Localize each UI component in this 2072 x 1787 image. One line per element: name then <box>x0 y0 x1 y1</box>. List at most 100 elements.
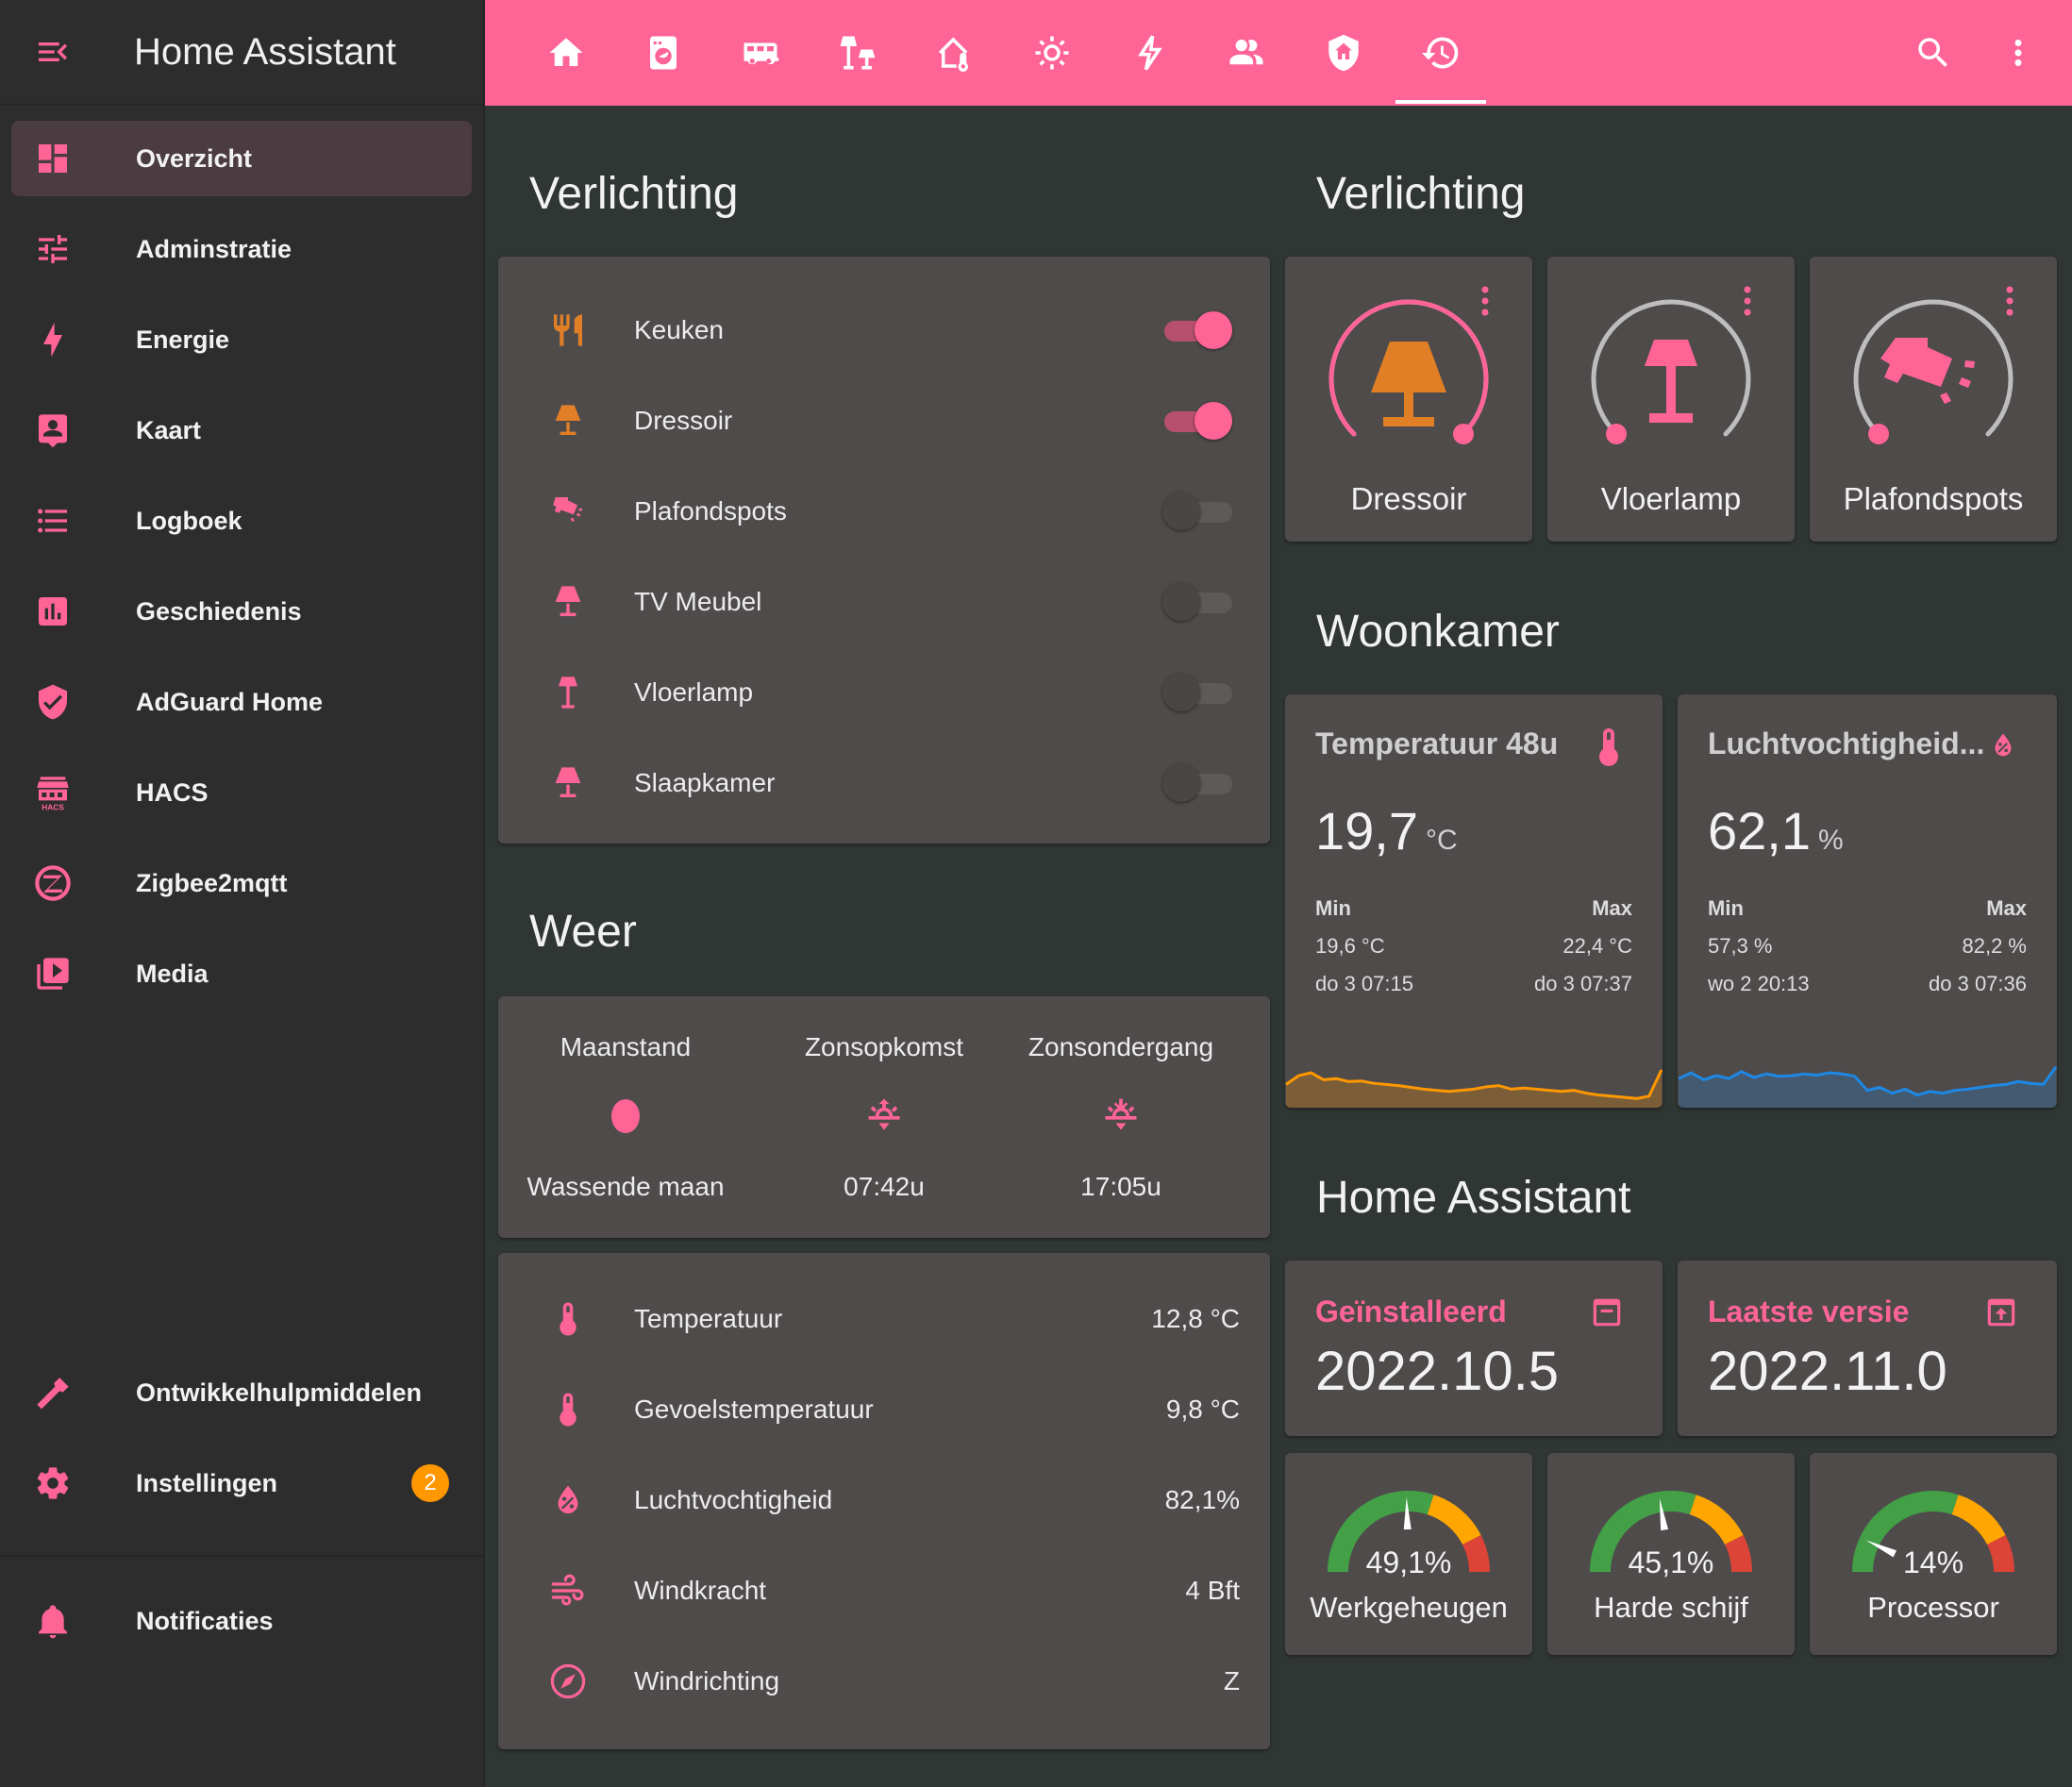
brightness-slider[interactable] <box>1285 257 1532 474</box>
more-info-button[interactable] <box>1742 285 1753 317</box>
tab-people[interactable] <box>1204 0 1289 106</box>
play-box-icon <box>37 958 69 990</box>
min-value: 19,6 °C <box>1315 934 1385 958</box>
sidebar-item-label: Logboek <box>136 506 242 535</box>
temperatuur-sparkline <box>1285 1069 1663 1108</box>
light-toggle[interactable] <box>1162 764 1232 802</box>
gauge-card-2[interactable]: 14% Processor <box>1810 1453 2057 1655</box>
hacs-icon: HACS <box>37 777 69 811</box>
light-toggle[interactable] <box>1162 583 1232 621</box>
silverware-icon <box>554 314 582 346</box>
dots-vertical-icon <box>2014 40 2022 66</box>
brightness-slider[interactable] <box>1810 257 2057 474</box>
light-tile-name: Vloerlamp <box>1600 481 1742 516</box>
light-toggle[interactable] <box>1164 402 1232 440</box>
light-row[interactable]: Keuken <box>498 285 1270 376</box>
tab-climate[interactable] <box>912 0 997 106</box>
tab-home[interactable] <box>524 0 609 106</box>
sidebar-item-energie[interactable]: Energie <box>11 302 472 377</box>
sensor-title: Temperatuur 48u <box>1315 726 1559 760</box>
brightness-handle[interactable] <box>1868 423 1890 444</box>
min-time: do 3 07:15 <box>1315 972 1413 995</box>
installed-value: 2022.10.5 <box>1315 1341 1560 1402</box>
dashboard-icon <box>39 144 67 173</box>
search-button[interactable] <box>1891 0 1976 106</box>
gauge-dial <box>1328 1491 1490 1573</box>
light-tile-dressoir[interactable]: Dressoir <box>1285 257 1532 542</box>
more-info-button[interactable] <box>1479 285 1491 317</box>
brightness-handle[interactable] <box>1452 423 1474 444</box>
tune-icon <box>39 235 67 263</box>
min-label: Min <box>1708 896 1744 920</box>
thermometer-icon <box>560 1302 576 1336</box>
light-tile-plafondspots[interactable]: Plafondspots <box>1810 257 2057 542</box>
light-toggle[interactable] <box>1162 674 1232 711</box>
weather-row[interactable]: Luchtvochtigheid 82,1% <box>498 1455 1270 1545</box>
sidebar-item-adguard[interactable]: AdGuard Home <box>11 664 472 740</box>
gauge-card-1[interactable]: 45,1% Harde schijf <box>1547 1453 1795 1655</box>
luchtvochtigheid-sensor-card[interactable]: Luchtvochtigheid... 62,1% Min Max 57,3 %… <box>1678 694 2057 1108</box>
gauge-value: 49,1% <box>1365 1545 1452 1579</box>
sidebar-item-adminstratie[interactable]: Adminstratie <box>11 211 472 287</box>
sidebar-item-instellingen[interactable]: Instellingen 2 <box>11 1445 472 1521</box>
gear-icon <box>37 1467 69 1499</box>
sensor-value: 19,7 °C <box>1315 801 1458 860</box>
menu-toggle-button[interactable] <box>0 33 106 71</box>
tab-energy[interactable] <box>1107 0 1192 106</box>
tab-camper[interactable] <box>718 0 803 106</box>
weather-row[interactable]: Gevoelstemperatuur 9,8 °C <box>498 1364 1270 1455</box>
brightness-slider[interactable] <box>1547 257 1795 474</box>
light-tile-vloerlamp[interactable]: Vloerlamp <box>1547 257 1795 542</box>
tab-history[interactable] <box>1398 0 1483 106</box>
installed-label: Geïnstalleerd <box>1315 1294 1507 1328</box>
floor-lamp-icon <box>559 676 577 709</box>
weather-attr-value: Z <box>1223 1666 1240 1695</box>
overflow-menu-button[interactable] <box>1976 0 2061 106</box>
brightness-icon <box>1035 36 1069 70</box>
light-row[interactable]: Plafondspots <box>498 466 1270 557</box>
package-up-icon <box>1987 1298 2015 1327</box>
sidebar-item-zigbee2mqtt[interactable]: Zigbee2mqtt <box>11 845 472 921</box>
more-info-button[interactable] <box>2004 285 2015 317</box>
light-toggle[interactable] <box>1164 311 1232 349</box>
sidebar-item-hacs[interactable]: HACS HACS <box>11 755 472 830</box>
tab-lamps[interactable] <box>815 0 900 106</box>
light-name: Vloerlamp <box>634 677 754 707</box>
weather-attr-value: 9,8 °C <box>1165 1395 1240 1424</box>
thermometer-icon <box>560 1393 576 1427</box>
sidebar-item-notificaties[interactable]: Notificaties <box>11 1583 472 1659</box>
light-row[interactable]: TV Meubel <box>498 557 1270 647</box>
weather-row[interactable]: Temperatuur 12,8 °C <box>498 1274 1270 1364</box>
light-row[interactable]: Dressoir <box>498 376 1270 466</box>
people-icon <box>1229 39 1263 65</box>
sidebar-item-kaart[interactable]: Kaart <box>11 392 472 468</box>
sidebar-item-media[interactable]: Media <box>11 936 472 1011</box>
gauge-card-0[interactable]: 49,1% Werkgeheugen <box>1285 1453 1532 1655</box>
weather-row[interactable]: Windkracht 4 Bft <box>498 1545 1270 1636</box>
gauge-name: Harde schijf <box>1594 1591 1748 1624</box>
installed-version-card[interactable]: Geïnstalleerd 2022.10.5 <box>1285 1261 1663 1436</box>
tab-security[interactable] <box>1301 0 1386 106</box>
light-name: Dressoir <box>634 406 733 435</box>
temperatuur-sensor-card[interactable]: Temperatuur 48u 19,7 °C Min Max 19,6 °C 2… <box>1285 694 1663 1108</box>
gauge-needle <box>1865 1540 1897 1558</box>
light-row[interactable]: Vloerlamp <box>498 647 1270 738</box>
light-toggle[interactable] <box>1162 493 1232 530</box>
tab-washer[interactable] <box>621 0 706 106</box>
brightness-handle[interactable] <box>1606 423 1628 444</box>
weather-row[interactable]: Windrichting Z <box>498 1636 1270 1727</box>
lightning-icon <box>43 322 62 358</box>
sensor-title: Luchtvochtigheid... <box>1708 726 1985 760</box>
max-label: Max <box>1986 896 2027 920</box>
sidebar-item-ontwikkelhulpmiddelen[interactable]: Ontwikkelhulpmiddelen <box>11 1355 472 1430</box>
sidebar-item-logboek[interactable]: Logboek <box>11 483 472 559</box>
latest-version-card[interactable]: Laatste versie 2022.11.0 <box>1678 1261 2057 1436</box>
sidebar-item-overzicht[interactable]: Overzicht <box>11 121 472 196</box>
sidebar-item-label: Kaart <box>136 415 202 444</box>
gauge-needle <box>1403 1497 1412 1530</box>
sidebar-item-geschiedenis[interactable]: Geschiedenis <box>11 574 472 649</box>
tab-brightness[interactable] <box>1010 0 1094 106</box>
washer-icon <box>650 36 677 70</box>
weather-attr-label: Luchtvochtigheid <box>634 1485 833 1514</box>
light-row[interactable]: Slaapkamer <box>498 738 1270 828</box>
